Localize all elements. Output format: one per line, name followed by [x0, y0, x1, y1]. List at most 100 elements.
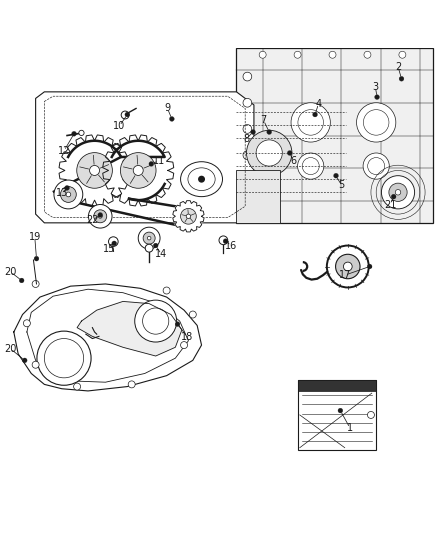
Text: 14: 14	[155, 249, 167, 259]
Circle shape	[243, 125, 252, 133]
Circle shape	[22, 358, 27, 363]
Circle shape	[247, 130, 292, 176]
Circle shape	[98, 213, 102, 217]
Text: 10: 10	[113, 121, 126, 131]
Circle shape	[297, 153, 324, 179]
Text: 17: 17	[339, 270, 351, 280]
Circle shape	[153, 243, 158, 248]
Polygon shape	[35, 92, 254, 223]
Polygon shape	[173, 200, 204, 232]
Circle shape	[180, 208, 196, 224]
FancyBboxPatch shape	[297, 380, 376, 391]
Circle shape	[374, 95, 379, 100]
Circle shape	[367, 264, 372, 269]
Circle shape	[334, 173, 339, 178]
Text: 21: 21	[384, 199, 396, 209]
Circle shape	[267, 130, 272, 134]
Circle shape	[77, 152, 113, 188]
Circle shape	[133, 165, 143, 175]
Circle shape	[19, 278, 24, 283]
Circle shape	[189, 311, 196, 318]
FancyBboxPatch shape	[237, 48, 433, 223]
Text: 8: 8	[243, 134, 249, 144]
Circle shape	[138, 227, 160, 249]
Text: 20: 20	[4, 344, 17, 353]
Circle shape	[243, 151, 252, 159]
Circle shape	[256, 140, 283, 166]
Polygon shape	[102, 135, 174, 206]
Circle shape	[74, 383, 81, 390]
Circle shape	[149, 161, 154, 166]
FancyBboxPatch shape	[237, 171, 280, 223]
Circle shape	[367, 411, 374, 418]
Text: 3: 3	[372, 82, 378, 92]
Circle shape	[147, 236, 151, 240]
Circle shape	[186, 214, 191, 219]
Circle shape	[37, 331, 91, 385]
Circle shape	[223, 239, 228, 244]
Circle shape	[32, 280, 39, 287]
Polygon shape	[59, 135, 130, 206]
Text: 7: 7	[261, 115, 267, 125]
Circle shape	[180, 342, 187, 349]
Circle shape	[389, 183, 407, 201]
Text: 13: 13	[56, 188, 68, 198]
Circle shape	[79, 130, 84, 135]
Circle shape	[109, 237, 118, 246]
Text: 4: 4	[315, 99, 321, 109]
Polygon shape	[77, 302, 182, 356]
Circle shape	[54, 180, 83, 209]
Circle shape	[88, 205, 112, 228]
Text: 1: 1	[347, 423, 353, 433]
Text: 18: 18	[181, 332, 194, 342]
Circle shape	[72, 131, 77, 136]
Circle shape	[125, 112, 130, 117]
Text: 15: 15	[103, 244, 115, 254]
Circle shape	[327, 246, 369, 287]
Circle shape	[175, 322, 180, 327]
Text: 11: 11	[152, 156, 165, 166]
Circle shape	[336, 254, 360, 279]
Circle shape	[170, 117, 174, 122]
Circle shape	[60, 187, 76, 203]
Circle shape	[399, 51, 406, 58]
Circle shape	[98, 214, 102, 218]
FancyBboxPatch shape	[297, 380, 376, 450]
Circle shape	[251, 130, 255, 134]
Circle shape	[120, 152, 156, 188]
Text: 19: 19	[28, 232, 41, 242]
Text: 9: 9	[164, 103, 170, 114]
Text: 16: 16	[225, 240, 237, 251]
Circle shape	[399, 76, 404, 81]
Circle shape	[135, 300, 177, 342]
Ellipse shape	[180, 161, 223, 197]
Circle shape	[363, 153, 389, 179]
Circle shape	[65, 185, 70, 190]
Circle shape	[94, 210, 107, 223]
Circle shape	[90, 165, 99, 175]
Circle shape	[163, 287, 170, 294]
Circle shape	[343, 262, 352, 271]
Circle shape	[381, 176, 415, 209]
Text: 2: 2	[395, 61, 401, 71]
Text: 12: 12	[58, 146, 70, 156]
Circle shape	[391, 194, 396, 199]
Circle shape	[243, 203, 252, 212]
Text: 20: 20	[4, 266, 17, 277]
Circle shape	[338, 408, 343, 413]
Circle shape	[294, 51, 301, 58]
Circle shape	[23, 320, 30, 327]
Polygon shape	[14, 284, 201, 391]
Text: 5: 5	[338, 180, 344, 190]
Circle shape	[143, 232, 155, 244]
Circle shape	[66, 192, 71, 197]
Circle shape	[364, 51, 371, 58]
Text: 22: 22	[86, 215, 99, 225]
Circle shape	[287, 151, 292, 156]
Circle shape	[291, 103, 330, 142]
Circle shape	[34, 256, 39, 261]
Circle shape	[395, 190, 401, 195]
Circle shape	[357, 103, 396, 142]
Circle shape	[32, 361, 39, 368]
Circle shape	[128, 381, 135, 388]
